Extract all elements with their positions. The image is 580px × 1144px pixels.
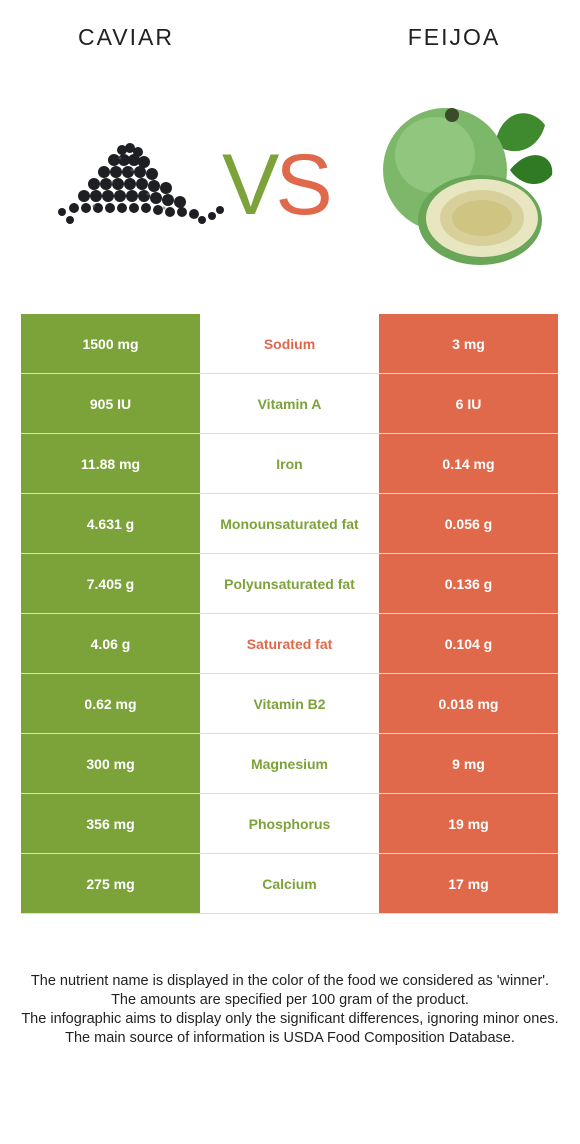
right-value: 17 mg bbox=[379, 853, 558, 914]
feijoa-fruit-image bbox=[383, 108, 553, 265]
left-value: 905 IU bbox=[21, 373, 200, 434]
left-value: 11.88 mg bbox=[21, 433, 200, 494]
footer-line: The main source of information is USDA F… bbox=[65, 1030, 515, 1046]
right-value: 9 mg bbox=[379, 733, 558, 794]
footer-line: The infographic aims to display only the… bbox=[21, 1011, 559, 1027]
table-row: 356 mg Phosphorus 19 mg bbox=[21, 793, 558, 854]
nutrient-name: Vitamin A bbox=[200, 373, 379, 434]
footer-line: The nutrient name is displayed in the co… bbox=[30, 973, 550, 989]
right-value: 0.018 mg bbox=[379, 673, 558, 734]
right-value: 0.136 g bbox=[379, 553, 558, 614]
right-value: 0.14 mg bbox=[379, 433, 558, 494]
footer-notes: The nutrient name is displayed in the co… bbox=[20, 972, 560, 1048]
nutrient-name: Sodium bbox=[200, 314, 379, 374]
table-row: 7.405 g Polyunsaturated fat 0.136 g bbox=[21, 553, 558, 614]
nutrient-name: Vitamin B2 bbox=[200, 673, 379, 734]
vs-label: VS bbox=[222, 137, 333, 233]
table-row: 0.62 mg Vitamin B2 0.018 mg bbox=[21, 673, 558, 734]
nutrient-name: Iron bbox=[200, 433, 379, 494]
right-value: 0.104 g bbox=[379, 613, 558, 674]
left-value: 356 mg bbox=[21, 793, 200, 854]
caviar-pile-image bbox=[58, 143, 224, 224]
left-value: 0.62 mg bbox=[21, 673, 200, 734]
right-value: 3 mg bbox=[379, 314, 558, 374]
left-food-title: CAVIAR bbox=[78, 24, 174, 50]
right-food-title: FEIJOA bbox=[407, 24, 501, 50]
vs-s: S bbox=[275, 137, 332, 233]
table-row: 11.88 mg Iron 0.14 mg bbox=[21, 433, 558, 494]
right-value: 19 mg bbox=[379, 793, 558, 854]
left-value: 300 mg bbox=[21, 733, 200, 794]
table-row: 275 mg Calcium 17 mg bbox=[21, 853, 558, 914]
left-value: 4.631 g bbox=[21, 493, 200, 554]
footer-line: The amounts are specified per 100 gram o… bbox=[111, 992, 469, 1008]
left-value: 4.06 g bbox=[21, 613, 200, 674]
table-row: 4.631 g Monounsaturated fat 0.056 g bbox=[21, 493, 558, 554]
nutrient-name: Magnesium bbox=[200, 733, 379, 794]
nutrient-name: Monounsaturated fat bbox=[200, 493, 379, 554]
right-value: 6 IU bbox=[379, 373, 558, 434]
left-value: 7.405 g bbox=[21, 553, 200, 614]
table-row: 1500 mg Sodium 3 mg bbox=[21, 314, 558, 374]
vs-v: V bbox=[222, 137, 279, 233]
left-value: 1500 mg bbox=[21, 314, 200, 374]
nutrient-name: Polyunsaturated fat bbox=[200, 553, 379, 614]
nutrient-name: Calcium bbox=[200, 853, 379, 914]
table-row: 4.06 g Saturated fat 0.104 g bbox=[21, 613, 558, 674]
left-value: 275 mg bbox=[21, 853, 200, 914]
nutrient-name: Phosphorus bbox=[200, 793, 379, 854]
nutrient-name: Saturated fat bbox=[200, 613, 379, 674]
right-value: 0.056 g bbox=[379, 493, 558, 554]
table-row: 300 mg Magnesium 9 mg bbox=[21, 733, 558, 794]
